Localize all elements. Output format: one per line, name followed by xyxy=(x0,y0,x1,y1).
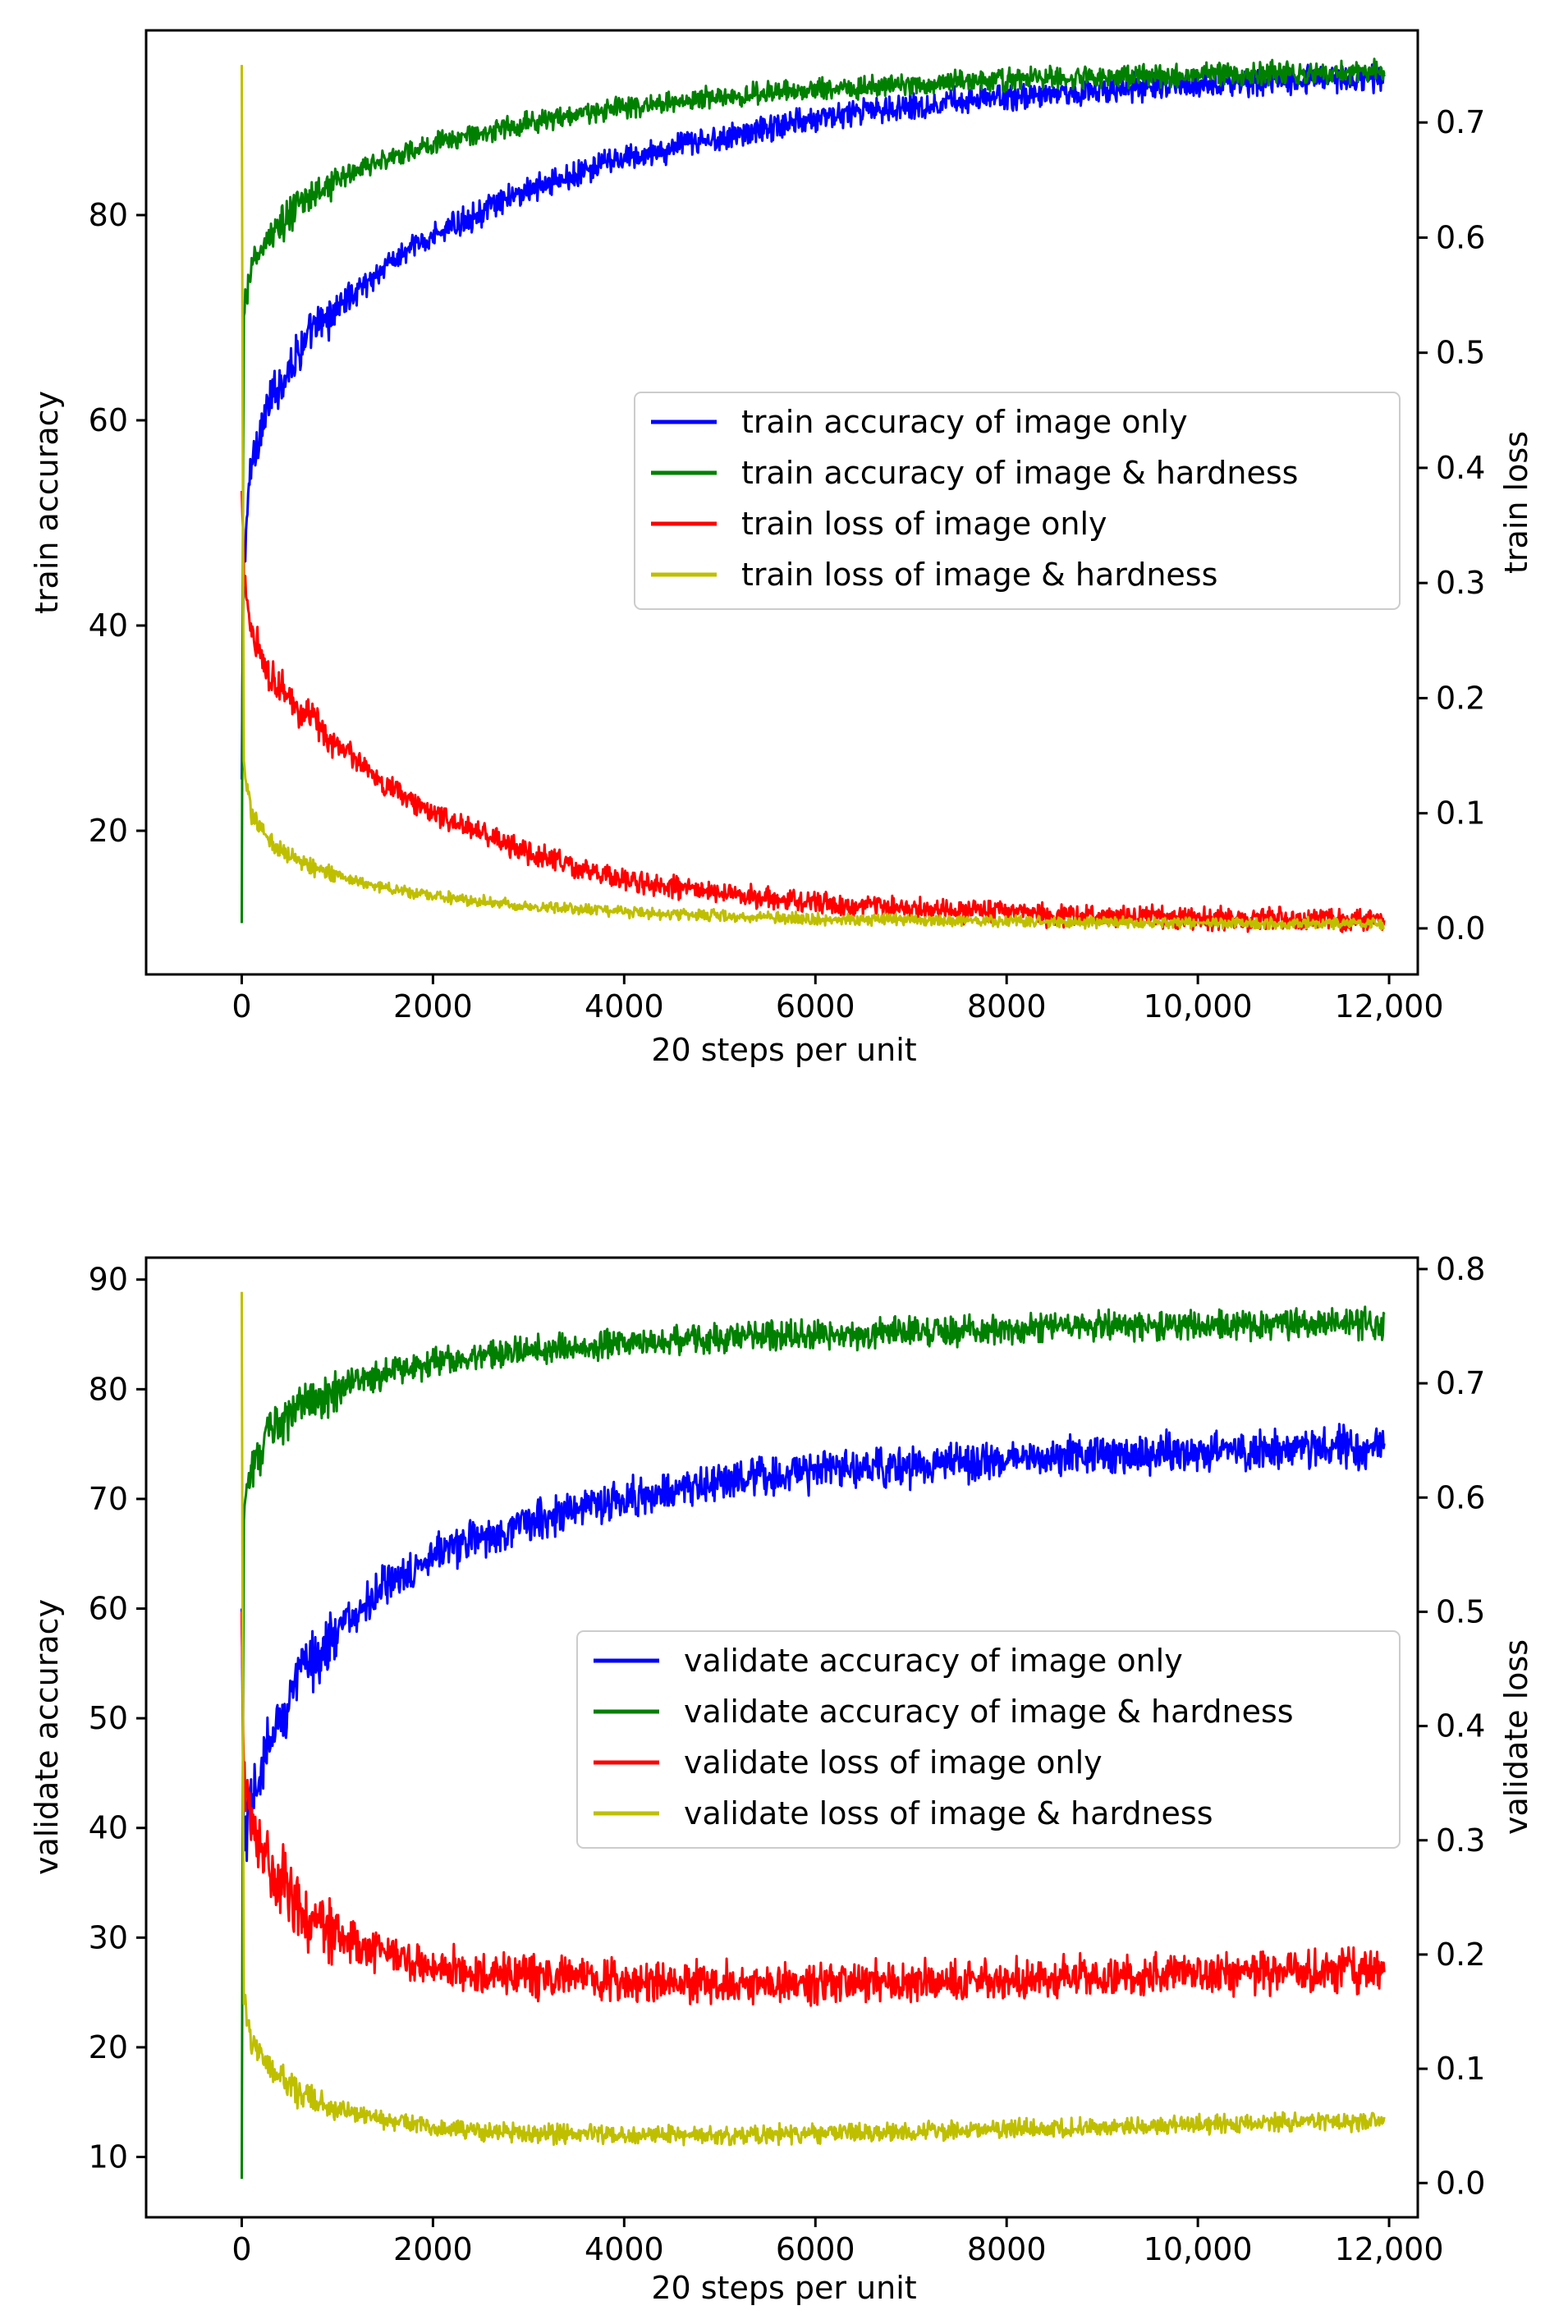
validate-y-tick-label: 50 xyxy=(89,1700,128,1736)
train-axes-frame xyxy=(144,29,1419,976)
validate-y-tick-label: 40 xyxy=(89,1810,128,1846)
validate-y-axis-label: validate accuracy xyxy=(29,1599,65,1875)
validate-series-acc-image xyxy=(241,1423,1386,1863)
legend-label-train-acc-image: train accuracy of image only xyxy=(741,404,1188,440)
validate-y-tick-label: 90 xyxy=(89,1262,128,1298)
train-y-tick-label: 40 xyxy=(89,607,128,644)
validate-series-loss-image xyxy=(241,1611,1386,2007)
train-series-acc-hardness xyxy=(241,57,1386,924)
train-right-y-tick-label: 0.1 xyxy=(1436,795,1485,832)
train-right-y-tick-label: 0.4 xyxy=(1436,450,1485,486)
train-right-axis-label: train loss xyxy=(1498,431,1534,574)
validate-legend: validate accuracy of image only validate… xyxy=(576,1630,1401,1849)
legend-label-validate-loss-image: validate loss of image only xyxy=(684,1744,1103,1781)
train-right-y-tick-label: 0.0 xyxy=(1436,910,1485,947)
train-right-y-tick-label: 0.2 xyxy=(1436,680,1485,716)
validate-right-y-tick-label: 0.7 xyxy=(1436,1365,1485,1401)
validate-series-layer xyxy=(241,1291,1386,2180)
train-x-axis-label: 20 steps per unit xyxy=(651,1032,916,1068)
validate-y-tick-label: 30 xyxy=(89,1919,128,1955)
validate-right-y-tick-label: 0.5 xyxy=(1436,1593,1485,1630)
validate-series-loss-hardness xyxy=(241,1291,1386,2147)
validate-right-y-tick-label: 0.0 xyxy=(1436,2165,1485,2201)
validate-x-tick-label: 6000 xyxy=(776,2231,855,2267)
legend-label-validate-acc-image: validate accuracy of image only xyxy=(684,1643,1183,1679)
validate-right-y-tick-label: 0.1 xyxy=(1436,2051,1485,2087)
legend-label-validate-acc-hardness: validate accuracy of image & hardness xyxy=(684,1694,1294,1730)
legend-label-train-loss-image: train loss of image only xyxy=(741,506,1107,542)
validate-y-tick-label: 60 xyxy=(89,1591,128,1627)
legend-label-train-loss-hardness: train loss of image & hardness xyxy=(741,557,1217,593)
validate-y-tick-label: 70 xyxy=(89,1481,128,1517)
validate-x-tick-label: 2000 xyxy=(393,2231,473,2267)
train-y-tick-label: 80 xyxy=(89,197,128,233)
validate-x-tick-label: 4000 xyxy=(585,2231,664,2267)
validate-right-axis-label: validate loss xyxy=(1498,1639,1534,1835)
train-x-tick-label: 10,000 xyxy=(1144,988,1253,1024)
train-x-tick-label: 6000 xyxy=(776,988,855,1024)
validate-y-tick-label: 10 xyxy=(89,2139,128,2175)
validate-right-y-tick-label: 0.8 xyxy=(1436,1251,1485,1287)
train-chart: 0 2000 4000 6000 8000 10,000 12,000 20 40 60 80 0.0… xyxy=(29,29,1534,1068)
validate-y-tick-label: 80 xyxy=(89,1371,128,1407)
validate-ticks-layer: 0 2000 4000 6000 8000 10,000 12,000 10 20 30 40 50 6… xyxy=(89,1251,1486,2267)
validate-right-y-tick-label: 0.6 xyxy=(1436,1479,1485,1515)
validate-axes-frame xyxy=(144,1256,1419,2219)
legend-label-train-acc-hardness: train accuracy of image & hardness xyxy=(741,455,1298,491)
train-legend: train accuracy of image only train accur… xyxy=(634,392,1401,610)
validate-x-tick-label: 10,000 xyxy=(1144,2231,1253,2267)
train-y-tick-label: 20 xyxy=(89,813,128,849)
train-ticks-layer: 0 2000 4000 6000 8000 10,000 12,000 20 40 60 80 0.0… xyxy=(89,104,1486,1024)
train-y-axis-label: train accuracy xyxy=(29,391,65,614)
train-x-tick-label: 12,000 xyxy=(1335,988,1444,1024)
train-right-y-tick-label: 0.6 xyxy=(1436,219,1485,255)
validate-right-y-tick-label: 0.3 xyxy=(1436,1822,1485,1859)
train-series-layer xyxy=(241,57,1386,933)
validate-right-y-tick-label: 0.2 xyxy=(1436,1937,1485,1973)
train-right-y-tick-label: 0.5 xyxy=(1436,335,1485,371)
train-right-y-tick-label: 0.7 xyxy=(1436,104,1485,140)
train-series-acc-image xyxy=(241,63,1386,780)
train-x-tick-label: 2000 xyxy=(393,988,473,1024)
validate-legend-box xyxy=(576,1630,1401,1849)
train-x-tick-label: 8000 xyxy=(967,988,1047,1024)
legend-label-validate-loss-hardness: validate loss of image & hardness xyxy=(684,1795,1213,1831)
validate-x-tick-label: 8000 xyxy=(967,2231,1047,2267)
train-x-tick-label: 4000 xyxy=(585,988,664,1024)
validate-x-tick-label: 0 xyxy=(232,2231,251,2267)
train-x-tick-label: 0 xyxy=(232,988,251,1024)
validate-y-tick-label: 20 xyxy=(89,2029,128,2065)
validate-x-tick-label: 12,000 xyxy=(1335,2231,1444,2267)
validate-right-y-tick-label: 0.4 xyxy=(1436,1708,1485,1744)
train-legend-box xyxy=(634,392,1401,610)
train-right-y-tick-label: 0.3 xyxy=(1436,565,1485,601)
validate-x-axis-label: 20 steps per unit xyxy=(651,2270,916,2306)
train-series-loss-hardness xyxy=(241,65,1385,931)
validate-chart: 0 2000 4000 6000 8000 10,000 12,000 10 20 30 40 50 6… xyxy=(29,1251,1534,2306)
train-y-tick-label: 60 xyxy=(89,402,128,438)
validate-series-acc-hardness xyxy=(241,1305,1386,2180)
